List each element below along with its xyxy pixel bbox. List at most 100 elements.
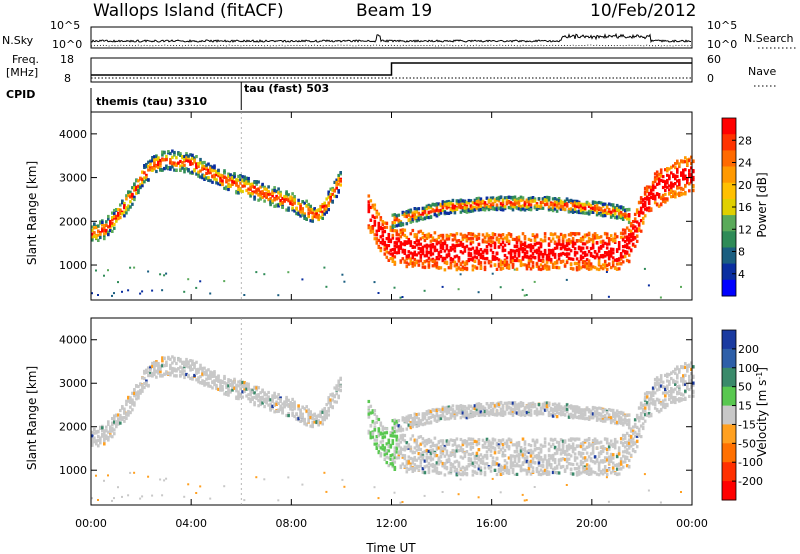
velocity-cell	[439, 451, 443, 455]
velocity-cell	[527, 443, 531, 447]
power-cell	[527, 203, 531, 207]
power-cell	[549, 207, 553, 211]
power-cell	[631, 220, 635, 224]
power-cell	[197, 172, 200, 176]
velocity-cell	[335, 400, 338, 404]
power-cell	[639, 219, 643, 223]
velocity-cell	[517, 440, 521, 445]
power-cell	[443, 241, 447, 245]
velocity-cell	[481, 445, 485, 449]
power-cell	[539, 250, 543, 254]
power-cell	[173, 161, 176, 165]
power-cell	[389, 226, 393, 230]
power-cell	[447, 253, 451, 257]
velocity-cell	[499, 448, 503, 452]
velocity-cell	[221, 388, 224, 392]
velocity-cell	[263, 398, 266, 402]
power-cell	[389, 228, 393, 232]
velocity-cell	[279, 396, 282, 400]
velocity-cell	[413, 450, 417, 455]
power-cell	[591, 210, 595, 214]
power-cell	[661, 193, 665, 197]
power-cell	[465, 260, 469, 264]
power-cell	[431, 244, 435, 248]
velocity-cell	[515, 407, 519, 411]
velocity-cell	[511, 443, 515, 447]
power-cell	[241, 189, 244, 194]
power-cell	[137, 188, 140, 192]
power-cell	[427, 203, 431, 207]
velocity-cell	[443, 462, 447, 466]
power-cell	[143, 180, 146, 184]
power-cell	[587, 261, 591, 265]
power-cell	[569, 257, 573, 261]
velocity-cell	[103, 429, 106, 433]
power-cell	[676, 186, 679, 190]
velocity-cell	[437, 414, 441, 418]
power-cell	[449, 207, 453, 211]
velocity-cell	[417, 464, 421, 469]
power-cell	[561, 234, 565, 238]
power-cell	[579, 254, 583, 258]
power-cell	[497, 199, 501, 203]
velocity-cell	[471, 461, 475, 465]
power-cell	[479, 248, 483, 252]
nsky-trace	[90, 32, 691, 44]
power-cell	[393, 255, 397, 259]
power-cell	[605, 253, 609, 257]
velocity-cell	[449, 413, 453, 417]
velocity-cell	[193, 373, 196, 378]
power-cell	[461, 199, 465, 203]
power-cell	[597, 256, 601, 260]
power-cell	[239, 175, 242, 179]
power-cell	[521, 232, 525, 236]
power-cell	[219, 176, 222, 180]
power-cell	[281, 205, 284, 209]
power-cell	[405, 261, 409, 265]
velocity-cell	[455, 444, 459, 448]
power-cell	[617, 208, 621, 213]
velocity-cell	[499, 467, 503, 471]
velocity-cell	[171, 366, 174, 371]
power-cell	[599, 208, 603, 212]
velocity-cell	[503, 467, 507, 471]
power-cell	[259, 190, 262, 194]
power-cell	[103, 226, 106, 231]
power-cell	[227, 184, 230, 188]
power-cell	[674, 162, 677, 166]
power-cell	[651, 180, 655, 185]
power-cell	[531, 233, 535, 237]
velocity-cell	[151, 494, 154, 497]
velocity-cell	[311, 425, 314, 429]
power-cell	[417, 242, 421, 246]
velocity-cell	[465, 467, 469, 471]
power-cell	[233, 175, 236, 179]
velocity-cell	[515, 449, 519, 453]
velocity-cell	[375, 435, 379, 439]
velocity-cell	[107, 430, 110, 434]
power-cell	[291, 202, 294, 206]
velocity-cell	[211, 386, 214, 390]
power-cell	[169, 151, 172, 156]
power-cell	[485, 245, 489, 249]
power-cell	[549, 251, 553, 255]
power-cell	[441, 246, 445, 250]
power-cell	[235, 189, 238, 194]
power-cell	[271, 199, 274, 203]
velocity-cell	[493, 412, 497, 416]
velocity-cell	[475, 454, 479, 458]
velocity-cell	[203, 380, 206, 384]
velocity-cell	[141, 386, 144, 390]
power-cell	[653, 201, 657, 205]
velocity-cell	[137, 394, 140, 398]
power-cell	[213, 166, 216, 170]
power-cell	[635, 234, 639, 238]
power-cell	[619, 214, 623, 218]
velocity-cell	[375, 438, 379, 442]
power-cell	[401, 248, 405, 252]
power-cell	[473, 250, 477, 254]
power-cell	[575, 199, 579, 203]
velocity-cell	[533, 454, 537, 458]
power-cell	[543, 266, 547, 270]
velocity-cell	[409, 445, 413, 449]
